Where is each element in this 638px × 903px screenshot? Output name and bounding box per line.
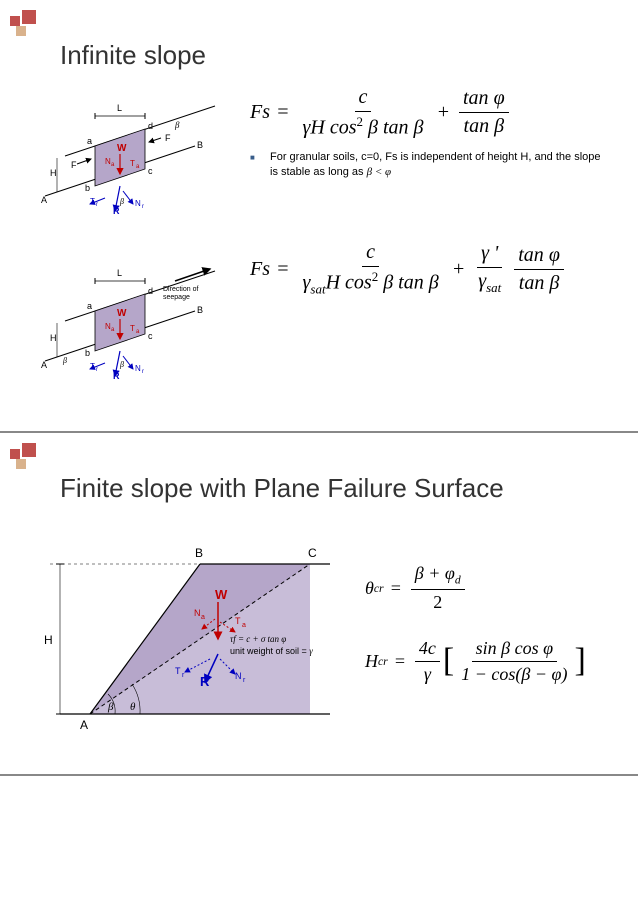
svg-text:τf = c + σ tan φ: τf = c + σ tan φ: [230, 634, 286, 644]
equation-seepage: Fs = c γsatH cos2 β tan β + γ ' γsat tan…: [240, 241, 608, 298]
svg-text:C: C: [308, 546, 317, 560]
svg-text:L: L: [117, 268, 122, 278]
svg-text:unit weight of soil = γ: unit weight of soil = γ: [230, 646, 313, 656]
svg-text:B: B: [197, 140, 203, 150]
svg-text:θ: θ: [130, 701, 136, 713]
svg-text:R: R: [113, 206, 120, 216]
page-title: Infinite slope: [60, 40, 608, 71]
page-title: Finite slope with Plane Failure Surface: [60, 473, 608, 504]
svg-text:a: a: [201, 614, 205, 621]
svg-text:N: N: [194, 608, 201, 618]
svg-text:W: W: [117, 308, 127, 319]
svg-text:T: T: [130, 159, 135, 168]
svg-text:a: a: [87, 136, 92, 146]
finite-content: H B C A β θ W Na Ta R: [30, 524, 608, 749]
svg-text:N: N: [235, 671, 242, 681]
row-dry-slope: L a d b c A B H F F β W Na: [30, 86, 608, 226]
svg-text:d: d: [148, 121, 153, 131]
svg-text:B: B: [197, 305, 203, 315]
svg-text:H: H: [44, 633, 53, 647]
svg-text:a: a: [87, 301, 92, 311]
svg-text:T: T: [235, 616, 241, 626]
svg-text:T: T: [130, 324, 135, 333]
svg-text:b: b: [85, 348, 90, 358]
svg-text:r: r: [96, 367, 98, 373]
svg-text:c: c: [148, 331, 153, 341]
equation-h-cr: Hcr = 4c γ [ sin β cos φ 1 − cos(β − φ) …: [365, 638, 608, 685]
svg-text:N: N: [135, 199, 141, 208]
svg-text:A: A: [41, 360, 47, 370]
svg-text:β: β: [174, 120, 180, 130]
svg-text:R: R: [113, 371, 120, 381]
diagram-finite-slope: H B C A β θ W Na Ta R: [30, 524, 350, 749]
slide-finite-slope: Finite slope with Plane Failure Surface: [0, 433, 638, 776]
diagram-dry-slope: L a d b c A B H F F β W Na: [30, 86, 240, 226]
svg-text:b: b: [85, 183, 90, 193]
svg-text:H: H: [50, 168, 57, 178]
equation-dry: Fs = c γH cos2 β tan β + tan φ tan β For…: [240, 86, 608, 180]
svg-text:B: B: [195, 546, 203, 560]
svg-text:seepage: seepage: [163, 294, 190, 301]
svg-text:T: T: [175, 666, 181, 676]
svg-text:r: r: [142, 204, 144, 210]
svg-text:W: W: [215, 587, 228, 602]
svg-text:β: β: [62, 356, 67, 365]
svg-text:H: H: [50, 333, 57, 343]
svg-text:β: β: [119, 360, 124, 369]
svg-text:T: T: [90, 362, 95, 371]
finite-equations: θcr = β + φd 2 Hcr = 4c γ [ sin β cos φ …: [350, 563, 608, 710]
svg-text:r: r: [96, 202, 98, 208]
svg-text:c: c: [148, 166, 153, 176]
svg-text:F: F: [165, 133, 171, 143]
svg-text:A: A: [80, 718, 88, 732]
svg-text:T: T: [90, 197, 95, 206]
svg-text:L: L: [117, 103, 122, 113]
equation-theta-cr: θcr = β + φd 2: [365, 563, 608, 613]
eq-lhs: Fs: [250, 101, 270, 124]
slide-infinite-slope: Infinite slope L a d b c A B: [0, 0, 638, 433]
diagram-seepage-slope: L a d b c A B H Direction of seepage W N…: [30, 241, 240, 391]
svg-text:β: β: [107, 701, 114, 713]
row-seepage-slope: L a d b c A B H Direction of seepage W N…: [30, 241, 608, 391]
note-granular: For granular soils, c=0, Fs is independe…: [250, 150, 608, 181]
svg-text:F: F: [71, 160, 77, 170]
svg-text:a: a: [242, 622, 246, 629]
svg-text:N: N: [135, 364, 141, 373]
logo-icon: [10, 10, 50, 45]
logo-icon: [10, 443, 50, 478]
svg-text:Direction of: Direction of: [163, 286, 198, 293]
svg-text:A: A: [41, 195, 47, 205]
svg-text:β: β: [119, 197, 124, 206]
svg-text:d: d: [148, 286, 153, 296]
svg-text:W: W: [117, 143, 127, 154]
svg-text:r: r: [142, 369, 144, 375]
